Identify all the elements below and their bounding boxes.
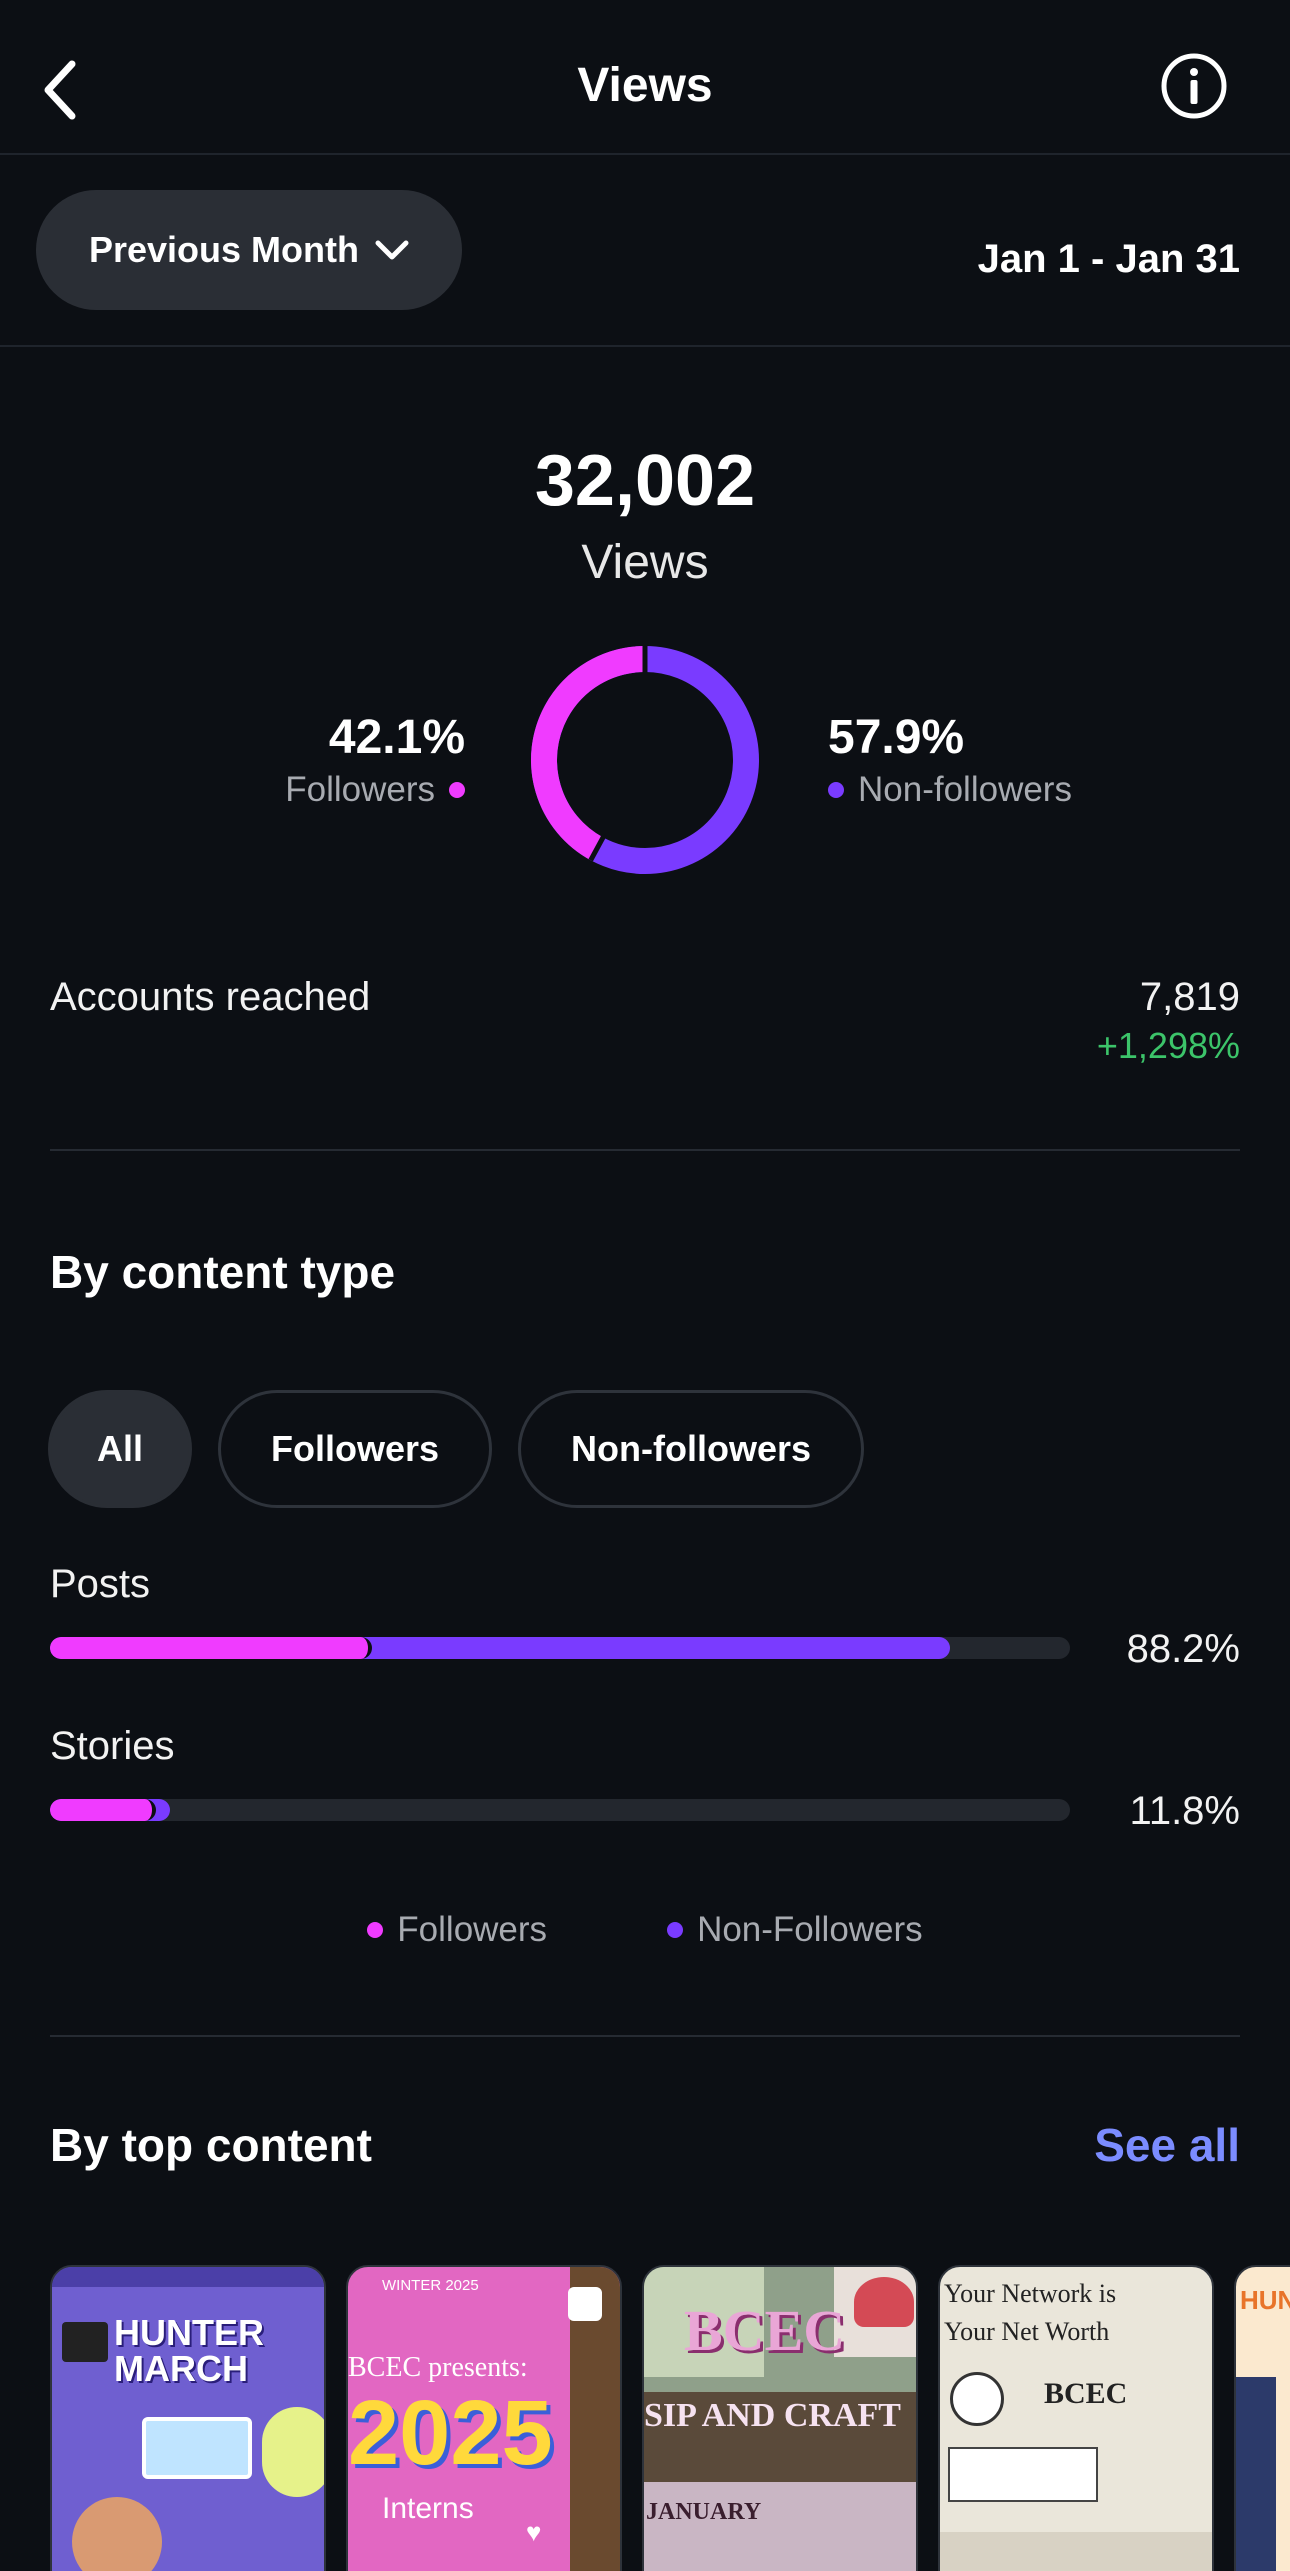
followers-label: Followers [285, 770, 435, 809]
period-label: Previous Month [88, 229, 360, 270]
stories-label: Stories [50, 1724, 175, 1768]
non-followers-dot-icon [667, 1922, 684, 1938]
stories-bar [50, 1799, 1070, 1821]
chevron-down-icon [375, 240, 409, 260]
followers-dot-icon [449, 782, 465, 798]
info-button[interactable] [1160, 52, 1228, 120]
content-type-legend: Followers Non-Followers [0, 1910, 1290, 1950]
top-bar: Views [0, 0, 1290, 155]
accounts-reached-value: 7,819 [1139, 975, 1240, 1019]
info-icon [1161, 53, 1227, 119]
thumbnail-top-text: WINTER 2025 [382, 2277, 479, 2294]
non-followers-share: 57.9% Non-followers [828, 710, 1072, 810]
content-thumbnail[interactable]: Your Network is Your Net Worth BCEC [938, 2265, 1214, 2571]
heart-icon: ♥ [526, 2517, 542, 2547]
donut-separator [588, 833, 607, 862]
thumbnail-title: HUNTER MARCH [114, 2312, 264, 2389]
legend-non-followers: Non-Followers [667, 1910, 923, 1950]
thumbnail-subtitle: Your Net Worth [944, 2317, 1110, 2346]
legend-followers-label: Followers [397, 1910, 548, 1949]
stories-followers-segment [50, 1799, 157, 1821]
chip-followers[interactable]: Followers [218, 1390, 493, 1508]
accounts-reached-label: Accounts reached [50, 975, 371, 1019]
audience-filter-chips: All Followers Non-followers [48, 1390, 865, 1508]
audience-donut-chart [531, 646, 759, 874]
back-button[interactable] [30, 52, 90, 128]
posts-pct: 88.2% [1126, 1627, 1240, 1671]
chip-all[interactable]: All [48, 1390, 193, 1508]
accounts-reached-change: +1,298% [1096, 1025, 1240, 1066]
period-dropdown[interactable]: Previous Month [36, 190, 462, 310]
thumbnail-title: BCEC [684, 2298, 846, 2363]
posts-label: Posts [50, 1562, 151, 1606]
content-thumbnail[interactable]: HUNT [1234, 2265, 1290, 2571]
stories-pct: 11.8% [1129, 1789, 1240, 1833]
content-thumbnail[interactable]: WINTER 2025 BCEC presents: 2025 Interns … [346, 2265, 622, 2571]
divider [50, 1149, 1240, 1151]
non-followers-dot-icon [828, 782, 844, 798]
thumbnail-bottom-text: JANUARY [646, 2499, 762, 2525]
date-range-bar: Previous Month Jan 1 - Jan 31 [0, 155, 1290, 347]
thumbnail-subtitle: SIP AND CRAFT [644, 2397, 901, 2434]
followers-pct: 42.1% [328, 711, 465, 764]
content-thumbnail[interactable]: BCEC SIP AND CRAFT JANUARY [642, 2265, 918, 2571]
thumbnail-title: HUNT [1240, 2285, 1290, 2315]
thumbnail-bottom-text: Interns [382, 2492, 474, 2525]
posts-bar [50, 1637, 1070, 1659]
see-all-link[interactable]: See all [1094, 2119, 1240, 2171]
total-views-label: Views [581, 536, 709, 589]
thumbnail-brand: BCEC [1044, 2377, 1128, 2410]
followers-share: 42.1% Followers [285, 710, 465, 810]
content-thumbnail[interactable]: HUNTER MARCH [50, 2265, 326, 2571]
top-content-heading: By top content [50, 2119, 372, 2171]
thumbnail-big-text: 2025 [348, 2382, 553, 2484]
non-followers-label: Non-followers [858, 770, 1072, 809]
chevron-left-icon [44, 60, 76, 120]
total-views-value: 32,002 [534, 441, 756, 521]
carousel-icon [568, 2287, 602, 2321]
thumbnail-subtitle: BCEC presents: [348, 2352, 528, 2383]
clapperboard-icon [62, 2322, 108, 2362]
legend-followers: Followers [367, 1910, 547, 1950]
divider [50, 2035, 1240, 2037]
chip-non-followers[interactable]: Non-followers [518, 1390, 865, 1508]
thumbnail-title: Your Network is [944, 2279, 1117, 2308]
legend-non-followers-label: Non-Followers [697, 1910, 923, 1949]
followers-dot-icon [367, 1922, 384, 1938]
top-content-carousel: HUNTER MARCH WINTER 2025 BCEC presents: … [50, 2265, 1290, 2571]
non-followers-pct: 57.9% [828, 711, 965, 764]
date-range: Jan 1 - Jan 31 [977, 237, 1240, 281]
page-title: Views [577, 59, 713, 112]
content-type-heading: By content type [50, 1246, 396, 1298]
posts-followers-segment [50, 1637, 373, 1659]
club-seal-icon [950, 2372, 1004, 2426]
